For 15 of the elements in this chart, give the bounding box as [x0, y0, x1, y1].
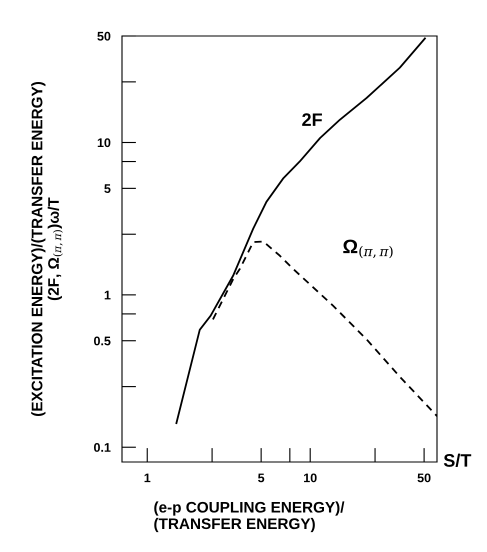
- y-tick-label: 50: [97, 32, 110, 41]
- x-tick-label: 10: [304, 473, 317, 482]
- y-tick-label: 0.5: [94, 336, 111, 346]
- y-tick-label: 10: [98, 138, 110, 148]
- series-label: 2F: [302, 113, 322, 126]
- x-tick-label: 1: [144, 474, 150, 482]
- text: S/T: [444, 454, 472, 468]
- y-tick-label: 0.1: [94, 443, 111, 452]
- y-tick-label: 5: [104, 184, 111, 194]
- x-axis-title: (e-p COUPLING ENERGY)/ (TRANSFER ENERGY): [154, 501, 344, 532]
- x-tick-label: 50: [418, 473, 431, 482]
- x-tick-label: 5: [258, 474, 264, 482]
- y-axis-title: (EXCITATION ENERGY)/(TRANSFER ENERGY) (2F, Ω$_{(π,π)}$)ω/T: [31, 82, 63, 416]
- text: Ω$_{(π,π)}$: [343, 240, 393, 258]
- y-tick-label: 1: [104, 290, 111, 300]
